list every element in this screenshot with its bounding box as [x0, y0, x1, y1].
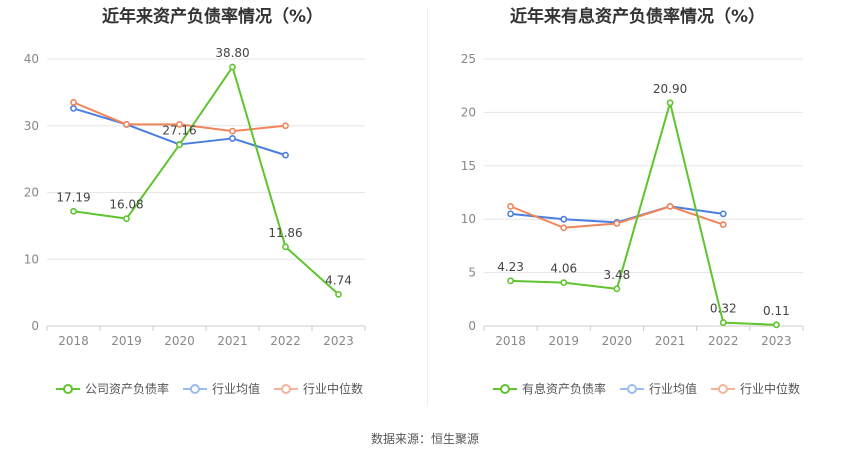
x-tick-label: 2022 — [270, 334, 301, 348]
data-point — [507, 202, 514, 210]
x-tick-label: 2020 — [164, 334, 195, 348]
data-point — [507, 210, 514, 218]
y-tick-label: 10 — [24, 252, 39, 266]
data-point — [719, 210, 727, 218]
chart-asset-liability: 0 10 20 30 40 2018 2019 2020 2021 2022 2023 17.19 16… — [24, 46, 366, 348]
data-label: 4.06 — [550, 262, 577, 276]
legend-label: 行业中位数 — [740, 382, 801, 396]
x-tick-label: 2018 — [495, 334, 526, 348]
legend-line-icon — [620, 383, 645, 395]
y-tick-label: 30 — [24, 119, 39, 133]
data-point — [282, 243, 289, 251]
data-label: 20.90 — [653, 82, 687, 96]
data-point — [613, 285, 621, 293]
x-tick-label: 2022 — [708, 334, 739, 348]
legend-line-icon — [56, 383, 80, 395]
data-label: 3.48 — [604, 268, 631, 282]
y-tick-label: 10 — [461, 212, 476, 226]
x-tick-label: 2020 — [602, 334, 633, 348]
y-tick-label: 20 — [461, 105, 476, 119]
data-point — [335, 290, 342, 298]
y-tick-label: 25 — [461, 52, 476, 66]
series-line — [73, 66, 340, 296]
data-label: 4.23 — [497, 260, 524, 274]
data-label: 16.08 — [109, 198, 143, 212]
data-point — [229, 127, 236, 135]
data-point — [560, 224, 568, 232]
legend-asset-liability: 公司资产负债率 行业均值 行业中位数 — [56, 380, 363, 397]
data-label: 11.86 — [268, 226, 302, 240]
legend-label: 行业中位数 — [303, 382, 364, 396]
y-tick-label: 20 — [24, 186, 39, 200]
series-line — [510, 101, 777, 326]
data-point — [507, 277, 514, 285]
legend-item-industry-mean[interactable]: 行业均值 — [183, 380, 260, 397]
legend-item-company[interactable]: 有息资产负债率 — [493, 380, 606, 397]
legend-label: 有息资产负债率 — [522, 382, 607, 396]
x-tick-label: 2019 — [111, 334, 142, 348]
x-tick-label: 2021 — [217, 334, 248, 348]
data-point — [176, 141, 183, 149]
data-point — [229, 135, 236, 142]
y-tick-label: 0 — [31, 319, 39, 333]
legend-item-industry-mean[interactable]: 行业均值 — [620, 380, 697, 397]
data-point — [560, 215, 568, 223]
x-tick-label: 2018 — [58, 334, 89, 348]
data-point — [613, 220, 621, 227]
panel-divider — [427, 8, 428, 406]
x-tick-label: 2021 — [655, 334, 686, 348]
data-point — [282, 151, 289, 159]
data-point — [719, 221, 727, 228]
data-label: 4.74 — [325, 273, 352, 287]
data-point — [70, 104, 77, 112]
source-note: 数据来源：恒生聚源 — [370, 432, 479, 446]
legend-line-icon — [183, 383, 208, 395]
data-point — [282, 122, 289, 130]
chart-title-interest-bearing: 近年来有息资产负债率情况（%） — [509, 7, 766, 27]
data-label: 27.16 — [162, 124, 196, 138]
legend-label: 公司资产负债率 — [85, 382, 170, 396]
y-tick-label: 0 — [468, 319, 476, 333]
chart-interest-bearing: 0 5 10 15 20 25 2018 2019 2020 2021 2022 2023 4.23 4.… — [461, 52, 804, 348]
data-label: 0.11 — [763, 304, 790, 318]
data-label: 38.80 — [215, 46, 249, 60]
data-point — [666, 99, 674, 107]
legend-item-company[interactable]: 公司资产负债率 — [56, 380, 169, 397]
data-label: 0.32 — [710, 302, 737, 316]
data-point — [773, 321, 780, 329]
data-point — [70, 98, 77, 106]
legend-label: 行业均值 — [212, 382, 261, 396]
y-tick-label: 15 — [461, 159, 476, 173]
data-point — [229, 63, 236, 71]
x-tick-label: 2023 — [323, 334, 354, 348]
legend-line-icon — [274, 383, 299, 395]
legend-item-industry-median[interactable]: 行业中位数 — [711, 380, 800, 397]
data-point — [123, 215, 130, 223]
y-tick-label: 40 — [24, 52, 39, 66]
chart-title-asset-liability: 近年来资产负债率情况（%） — [101, 7, 324, 27]
data-point — [666, 202, 674, 210]
legend-line-icon — [493, 383, 517, 395]
x-tick-label: 2019 — [548, 334, 579, 348]
data-point — [123, 121, 130, 128]
data-point — [719, 319, 727, 326]
legend-label: 行业均值 — [649, 382, 698, 396]
x-tick-label: 2023 — [761, 334, 792, 348]
legend-interest-bearing: 有息资产负债率 行业均值 行业中位数 — [493, 380, 800, 397]
y-tick-label: 5 — [468, 266, 476, 280]
legend-line-icon — [711, 383, 736, 395]
data-point — [176, 121, 183, 128]
data-label: 17.19 — [56, 190, 90, 204]
legend-item-industry-median[interactable]: 行业中位数 — [274, 380, 363, 397]
data-point — [560, 279, 568, 287]
data-point — [70, 207, 77, 215]
